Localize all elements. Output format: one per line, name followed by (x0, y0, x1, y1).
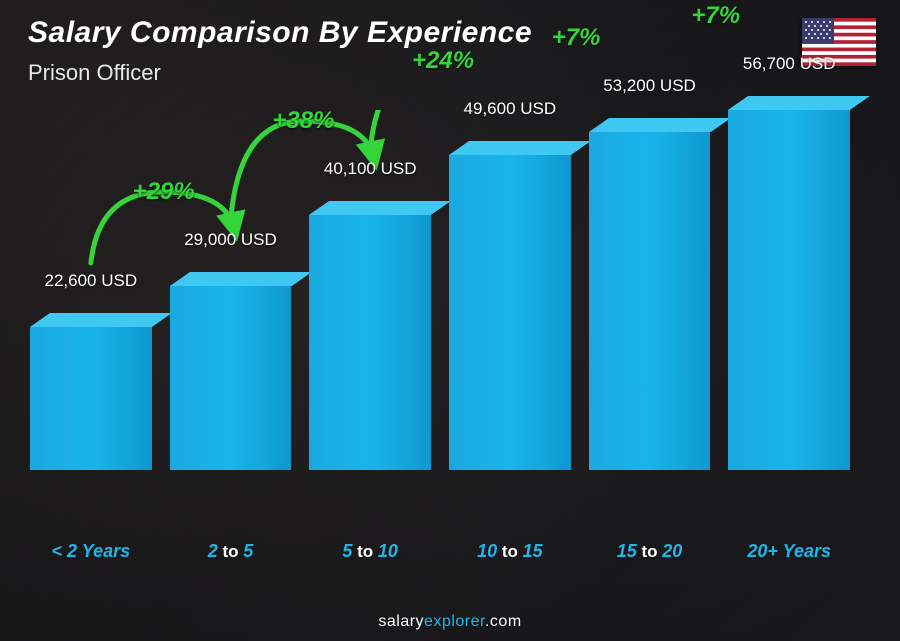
bar-top-face (728, 96, 870, 110)
x-labels-container: < 2 Years2 to 55 to 1010 to 1515 to 2020… (30, 541, 850, 571)
bar-column: 29,000 USD (170, 286, 292, 470)
page-title: Salary Comparison By Experience (28, 16, 532, 50)
bars-container: 22,600 USD29,000 USD40,100 USD49,600 USD… (30, 110, 850, 470)
bar (589, 132, 711, 470)
footer-accent: explorer (424, 613, 485, 630)
bar-column: 40,100 USD (309, 215, 431, 470)
bar-front-face (309, 215, 431, 470)
delta-pct-label: +7% (552, 24, 601, 52)
xlabel-accent-b: Years (783, 541, 831, 561)
bar (728, 110, 850, 470)
bar-top-face (30, 313, 172, 327)
bar-value-label: 29,000 USD (184, 230, 277, 250)
bar-top-face (589, 118, 731, 132)
bar (30, 327, 152, 470)
xlabel-accent-b: 15 (523, 541, 543, 561)
xlabel-plain: to (352, 542, 378, 561)
delta-pct-label: +29% (133, 178, 195, 206)
bar-column: 22,600 USD (30, 327, 152, 470)
xlabel-accent-b: 20 (662, 541, 682, 561)
xlabel-accent-a: 15 (617, 541, 637, 561)
bar-top-face (449, 141, 591, 155)
delta-pct-label: +24% (412, 47, 474, 75)
infographic-stage: Salary Comparison By Experience Prison O… (0, 0, 900, 641)
bar-value-label: 53,200 USD (603, 76, 696, 96)
bar-column: 49,600 USD (449, 155, 571, 470)
xlabel-accent-a: 20+ (747, 541, 778, 561)
bar-column: 56,700 USD (728, 110, 850, 470)
bar-front-face (449, 155, 571, 470)
xlabel-accent-a: < 2 (52, 541, 78, 561)
x-axis-label: 10 to 15 (449, 541, 571, 571)
footer-suffix: .com (485, 613, 522, 630)
bar-value-label: 49,600 USD (464, 99, 557, 119)
xlabel-accent-a: 2 (208, 541, 218, 561)
delta-pct-label: +38% (272, 107, 334, 135)
bar-front-face (728, 110, 850, 470)
bar-value-label: 56,700 USD (743, 54, 836, 74)
xlabel-accent-a: 5 (342, 541, 352, 561)
bar-front-face (170, 286, 292, 470)
x-axis-label: 15 to 20 (589, 541, 711, 571)
xlabel-accent-a: 10 (477, 541, 497, 561)
bar-top-face (170, 272, 312, 286)
x-axis-label: < 2 Years (30, 541, 152, 571)
x-axis-label: 20+ Years (728, 541, 850, 571)
bar (449, 155, 571, 470)
bar (309, 215, 431, 470)
bar-column: 53,200 USD (589, 132, 711, 470)
xlabel-plain: to (637, 542, 663, 561)
xlabel-accent-b: 10 (378, 541, 398, 561)
footer-attribution: salaryexplorer.com (0, 613, 900, 631)
xlabel-accent-b: 5 (243, 541, 253, 561)
xlabel-accent-b: Years (82, 541, 130, 561)
bar-front-face (30, 327, 152, 470)
bar-front-face (589, 132, 711, 470)
x-axis-label: 2 to 5 (170, 541, 292, 571)
salary-bar-chart: 22,600 USD29,000 USD40,100 USD49,600 USD… (30, 110, 850, 571)
delta-pct-label: +7% (691, 2, 740, 30)
bar-value-label: 22,600 USD (45, 271, 138, 291)
x-axis-label: 5 to 10 (309, 541, 431, 571)
xlabel-plain: to (497, 542, 523, 561)
bar (170, 286, 292, 470)
bar-top-face (309, 201, 451, 215)
footer-prefix: salary (378, 613, 424, 630)
page-subtitle: Prison Officer (28, 60, 161, 86)
xlabel-plain: to (218, 542, 244, 561)
bar-value-label: 40,100 USD (324, 159, 417, 179)
